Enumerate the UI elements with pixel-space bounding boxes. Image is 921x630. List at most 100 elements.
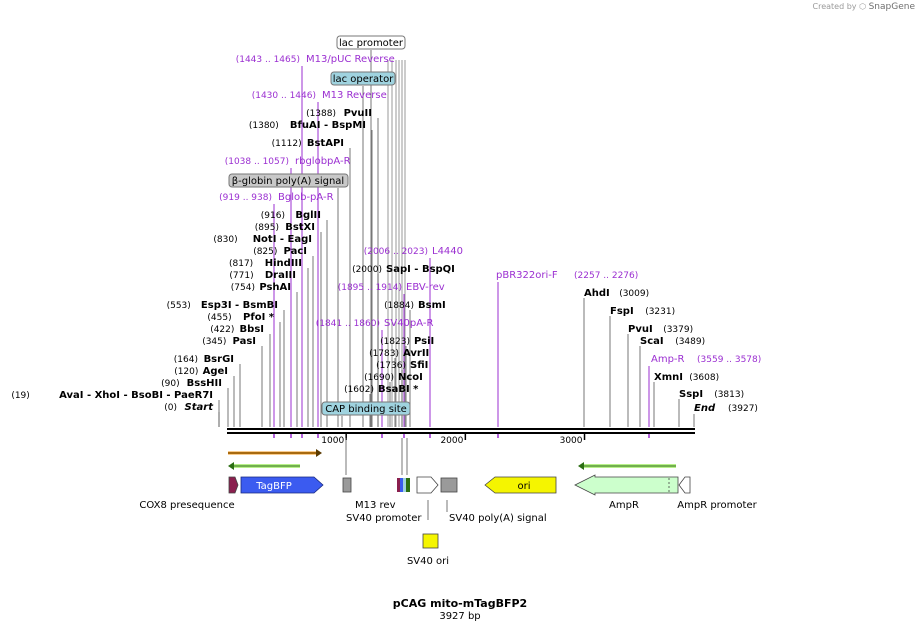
dna-backbone-bottom	[227, 432, 695, 434]
primer-site[interactable]: M13 Reverse (1430 .. 1446)	[252, 90, 387, 101]
restriction-site[interactable]: BbsI (422)	[210, 324, 264, 335]
end-label: End	[694, 403, 716, 414]
restriction-site[interactable]: BssHII (90)	[161, 378, 222, 389]
primer-range: (1430 .. 1446)	[252, 91, 316, 101]
restriction-site[interactable]: XmnI (3608)	[654, 372, 719, 383]
restriction-site-name: ScaI	[640, 336, 664, 347]
feature-sv40-ori-box[interactable]	[422, 533, 439, 549]
feature-beta-globin-label: β-globin poly(A) signal	[232, 176, 344, 187]
primer-site[interactable]: (1841 .. 1860) SV40pA-R	[316, 318, 434, 329]
primer-range: (919 .. 938)	[219, 193, 272, 203]
restriction-site-position: (825)	[253, 247, 277, 257]
restriction-site[interactable]: PacI (825)	[253, 246, 307, 257]
restriction-site-position: (3009)	[619, 289, 649, 299]
site-labels: SspI (3813) XmnI (3608) ScaI (3489) PvuI (3379)…	[11, 54, 761, 414]
restriction-site[interactable]: ScaI (3489)	[640, 336, 705, 347]
restriction-site-position: (817)	[229, 259, 253, 269]
restriction-site[interactable]: BsrGI (164)	[174, 354, 234, 365]
restriction-site[interactable]: AhdI (3009)	[584, 288, 649, 299]
restriction-site[interactable]: Start (0)	[164, 402, 214, 413]
restriction-site[interactable]: BsaBI * (1602)	[344, 384, 419, 395]
feature-sv40-polya-box[interactable]	[440, 477, 458, 493]
primer-name: L4440	[432, 246, 463, 257]
restriction-site-position: (553)	[167, 301, 191, 311]
ruler-tick-label: 1000	[321, 436, 344, 446]
restriction-site-name: BsrGI	[204, 354, 234, 365]
restriction-site[interactable]: SspI (3813)	[679, 389, 744, 400]
restriction-site[interactable]: Esp3I - BsmBI (553)	[167, 300, 278, 311]
restriction-site[interactable]: NotI - EagI (830)	[213, 234, 312, 245]
restriction-site[interactable]: DraIII (771)	[229, 270, 296, 281]
feature-sv40-promoter-cluster[interactable]	[397, 476, 439, 494]
restriction-site-position: (1690)	[364, 373, 394, 383]
feature-ampr-promoter-label: AmpR promoter	[677, 500, 757, 511]
feature-cox8-presequence[interactable]	[228, 476, 239, 494]
restriction-site-position: (2000)	[352, 265, 382, 275]
feature-lac-promoter-label: lac promoter	[339, 38, 404, 49]
restriction-site-name: PfoI *	[243, 312, 275, 323]
restriction-site[interactable]: BsmI (1884)	[384, 300, 446, 311]
restriction-site[interactable]: SapI - BspQI (2000)	[352, 264, 455, 275]
feature-cap-binding-site[interactable]: CAP binding site	[321, 401, 411, 416]
restriction-site-name: NotI - EagI	[253, 234, 312, 245]
restriction-site-name: PshAI	[259, 282, 291, 293]
restriction-site-name: AhdI	[584, 288, 610, 299]
restriction-site-name: SapI - BspQI	[386, 264, 455, 275]
restriction-site-name: BstXI	[285, 222, 315, 233]
feature-ampr[interactable]	[574, 474, 679, 496]
restriction-site[interactable]: PshAI (754)	[231, 282, 291, 293]
restriction-site-name: PvuII	[344, 108, 372, 119]
primer-site[interactable]: (2006 .. 2023) L4440	[364, 246, 463, 257]
feature-lac-promoter[interactable]: lac promoter	[336, 35, 406, 50]
restriction-site[interactable]: BstAPI (1112)	[272, 138, 344, 149]
restriction-site[interactable]: BglII (916)	[261, 210, 321, 221]
ruler-tick-label: 2000	[440, 436, 463, 446]
green-arrow-ampr-primer[interactable]	[578, 462, 676, 470]
restriction-site[interactable]: BstXI (895)	[255, 222, 315, 233]
restriction-site-position: (120)	[174, 367, 198, 377]
green-arrow-left[interactable]	[228, 462, 300, 470]
restriction-site[interactable]: AvrII (1783)	[369, 348, 429, 359]
restriction-site-name: HindIII	[265, 258, 302, 269]
restriction-site[interactable]: AvaI - XhoI - BsoBI - PaeR7I (19)	[11, 390, 213, 401]
restriction-site-position: (0)	[164, 403, 177, 413]
restriction-site-position: (1388)	[306, 109, 336, 119]
restriction-site[interactable]: PsiI (1823)	[380, 336, 434, 347]
feature-m13rev-box[interactable]	[342, 477, 352, 493]
feature-ori[interactable]: ori	[484, 476, 557, 494]
restriction-site[interactable]: HindIII (817)	[229, 258, 302, 269]
restriction-site-position: (771)	[229, 271, 253, 281]
restriction-site[interactable]: BfuAI - BspMI (1380)	[249, 120, 366, 131]
restriction-site[interactable]: NcoI (1690)	[364, 372, 423, 383]
restriction-site[interactable]: AgeI (120)	[174, 366, 228, 377]
primer-name: SV40pA-R	[384, 318, 433, 329]
feature-sv40-promoter-label: SV40 promoter	[346, 513, 422, 524]
restriction-site[interactable]: PfoI * (455)	[207, 312, 274, 323]
primer-range: (1841 .. 1860)	[316, 319, 380, 329]
primer-site[interactable]: (3559 .. 3578) Amp-R	[651, 354, 761, 365]
restriction-site-name: SfiI	[410, 360, 428, 371]
primer-site[interactable]: Bglob-pA-R (919 .. 938)	[219, 192, 333, 203]
restriction-site[interactable]: PvuI (3379)	[628, 324, 693, 335]
restriction-site[interactable]: PvuII (1388)	[306, 108, 372, 119]
primer-name: Amp-R	[651, 354, 685, 365]
orange-arrow[interactable]	[228, 449, 322, 457]
primer-site[interactable]: rbglobpA-R (1038 .. 1057)	[225, 156, 351, 167]
feature-ampr-promoter[interactable]	[678, 476, 691, 494]
primer-range: (1038 .. 1057)	[225, 157, 289, 167]
restriction-site[interactable]: SfiI (1736)	[376, 360, 428, 371]
feature-lac-operator[interactable]: lac operator	[330, 71, 396, 86]
restriction-site-name: SspI	[679, 389, 703, 400]
restriction-site[interactable]: FspI (3231)	[610, 306, 675, 317]
feature-m13rev-label: M13 rev	[355, 500, 396, 511]
primer-site[interactable]: (1895 .. 1914) EBV-rev	[338, 282, 445, 293]
restriction-site-name: BglII	[295, 210, 321, 221]
primer-site[interactable]: M13/pUC Reverse (1443 .. 1465)	[236, 54, 395, 65]
watermark-prefix: Created by	[812, 2, 857, 11]
restriction-site-position: (754)	[231, 283, 255, 293]
feature-beta-globin-polya[interactable]: β-globin poly(A) signal	[228, 173, 349, 188]
restriction-site-position: (1736)	[376, 361, 406, 371]
feature-tagbfp[interactable]: TagBFP	[240, 476, 324, 494]
restriction-site[interactable]: PasI (345)	[202, 336, 256, 347]
primer-site[interactable]: (2257 .. 2276) pBR322ori-F	[496, 270, 638, 281]
